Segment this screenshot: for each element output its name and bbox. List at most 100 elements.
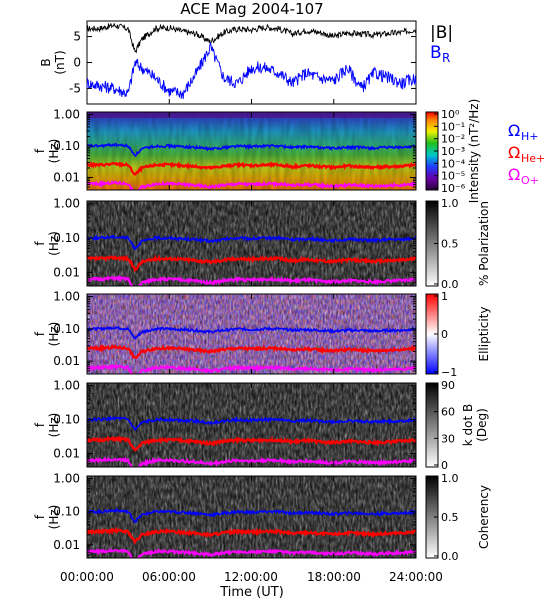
colorbar-title: Coherency	[477, 485, 491, 549]
x-tick-label: 00:00:00	[60, 570, 114, 584]
x-tick-label: 18:00:00	[307, 570, 361, 584]
colorbar-tick-label: 10⁰	[441, 108, 460, 121]
colorbar	[425, 382, 439, 468]
colorbar-tick-label: 10⁻²	[441, 133, 465, 146]
colorbar-title: % Polarization	[477, 201, 491, 286]
y-tick-label: 5	[73, 30, 81, 44]
gyrofrequency-label-subscript: H+	[521, 130, 539, 143]
omega-h-line	[87, 142, 416, 158]
colorbar-tick-label: 10⁻¹	[441, 120, 465, 133]
gyrofrequency-label: Ω	[508, 143, 520, 162]
x-axis-labels: 00:00:00 06:00:00 12:00:00 18:00:00 24:0…	[60, 570, 443, 600]
omega-he-line	[87, 343, 416, 360]
y-tick-label: 0.10	[53, 139, 80, 153]
colorbar-tick-label: 90	[441, 379, 455, 392]
colorbar-tick-label: 0	[441, 459, 448, 472]
y-tick-label: 1.00	[53, 197, 80, 211]
spectrogram-image	[87, 383, 416, 467]
y-tick-label: 1.00	[53, 290, 80, 304]
y-axis-title: f	[33, 331, 47, 336]
colorbar-tick-label: 60	[441, 406, 455, 419]
colorbar-tick-label: 0	[441, 328, 448, 341]
omega-he-line	[87, 526, 416, 545]
omega-o-line	[87, 179, 416, 190]
y-tick-label: 0.10	[53, 505, 80, 519]
omega-h-line	[87, 325, 416, 341]
x-axis-title: Time (UT)	[219, 585, 284, 600]
colorbar-title: k dot B	[461, 404, 475, 446]
colorbar-tick-label: 0.0	[441, 278, 459, 291]
gyrofrequency-label: Ω	[508, 121, 520, 140]
omega-he-line	[87, 254, 416, 273]
omega-o-line	[87, 274, 416, 286]
colorbar-tick-label: 30	[441, 432, 455, 445]
y-tick-label: 0.10	[53, 413, 80, 427]
polarization-panel: 1.00 0.10 0.01 f (Hz) 1.0 0.5 0.0 % Polarization	[33, 197, 491, 291]
y-tick-label: 0.01	[53, 538, 80, 552]
y-tick-label: 1.00	[53, 472, 80, 486]
y-axis-title: f	[33, 422, 47, 427]
figure-title: ACE Mag 2004-107	[180, 0, 323, 18]
y-axis-title: f	[33, 148, 47, 153]
y-axis-unit: (Hz)	[47, 322, 61, 347]
y-tick-label: 1.00	[53, 107, 80, 121]
y-axis-unit: (Hz)	[47, 505, 61, 530]
y-tick-label: -5	[69, 81, 81, 95]
colorbar-tick-label: 0.0	[441, 550, 459, 563]
colorbar-tick-label: 1	[441, 290, 448, 303]
y-tick-label: 0.10	[53, 231, 80, 245]
spectrogram-image	[87, 294, 416, 374]
x-tick-label: 06:00:00	[142, 570, 196, 584]
colorbar-tick-label: −1	[441, 366, 457, 379]
y-axis-unit: (Hz)	[47, 139, 61, 164]
y-tick-label: 0	[73, 56, 81, 70]
spectrogram-image	[87, 112, 416, 190]
gyrofrequency-label: Ω	[508, 165, 520, 184]
omega-h-line	[87, 234, 416, 251]
legend-b-total: |B|	[430, 23, 453, 43]
kdotb-panel: 1.00 0.10 0.01 f (Hz) 90 60 30 0 k dot B (Deg)	[33, 379, 489, 472]
omega-he-line	[87, 161, 416, 176]
omega-o-line	[87, 547, 416, 558]
omega-o-line	[87, 362, 416, 374]
gyrofrequency-label-subscript: He+	[521, 152, 545, 165]
y-tick-label: 0.01	[53, 265, 80, 279]
omega-o-line	[87, 455, 416, 467]
spectrogram-image	[87, 201, 416, 286]
y-tick-label: 1.00	[53, 379, 80, 393]
colorbar-tick-label: 1.0	[441, 472, 459, 485]
colorbar-tick-label: 1.0	[441, 197, 459, 210]
y-axis-unit: (Hz)	[47, 413, 61, 438]
colorbar-unit: (Deg)	[475, 408, 489, 442]
intensity-panel: 1.00 0.10 0.01 f (Hz) 10⁰10⁻¹10⁻²10⁻³10⁻⁴10⁻⁵…	[33, 99, 545, 204]
x-tick-label: 24:00:00	[389, 570, 443, 584]
omega-h-line	[87, 507, 416, 524]
y-axis-title: f	[33, 514, 47, 519]
b-panel-frame	[86, 20, 417, 105]
colorbar-tick-label: 10⁻³	[441, 145, 465, 158]
x-tick-label: 12:00:00	[224, 570, 278, 584]
y-axis-title: B	[39, 58, 53, 66]
b-r-line	[86, 42, 417, 100]
colorbar-tick-label: 10⁻⁵	[441, 170, 465, 183]
gyrofrequency-label-subscript: O+	[521, 174, 539, 187]
colorbar-tick-label: 0.5	[441, 238, 459, 251]
colorbar-title: Intensity (nT²/Hz)	[467, 99, 481, 204]
b-total-line	[86, 23, 417, 54]
colorbar-tick-label: 10⁻⁴	[441, 157, 466, 170]
legend-b-r-subscript: R	[442, 51, 450, 65]
colorbar-tick-label: 0.5	[441, 511, 459, 524]
y-axis-unit: (nT)	[53, 50, 67, 74]
ellipticity-panel: 1.00 0.10 0.01 f (Hz) 1 0 −1 Ellipticity	[33, 290, 491, 379]
y-tick-label: 0.01	[53, 447, 80, 461]
y-axis-unit: (Hz)	[47, 231, 61, 256]
y-axis-title: f	[33, 241, 47, 246]
spectrogram-image	[87, 476, 416, 558]
colorbar-title: Ellipticity	[477, 307, 491, 362]
legend-b-r: B	[430, 43, 442, 63]
omega-he-line	[87, 435, 416, 453]
b-field-panel: 50-5B (nT)|B|B R	[39, 20, 453, 105]
colorbar-tick-label: 10⁻⁶	[441, 182, 466, 195]
omega-h-line	[87, 415, 416, 431]
